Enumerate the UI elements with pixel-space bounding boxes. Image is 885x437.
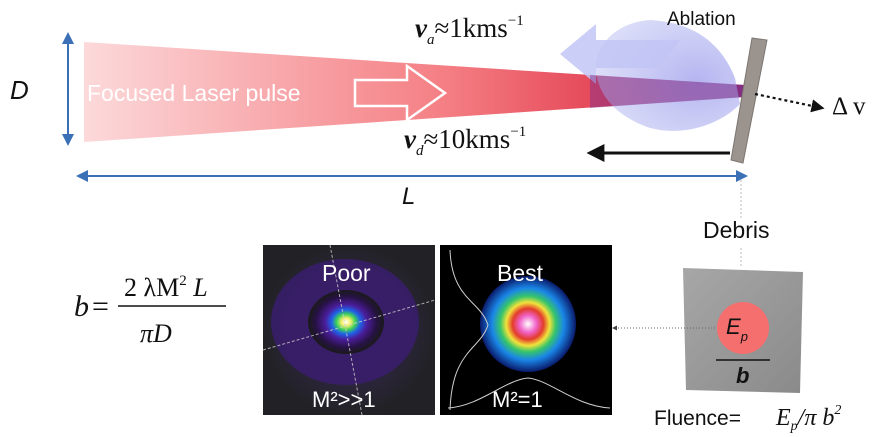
d-label: D	[10, 75, 29, 105]
poor-m2-label: M²>>1	[312, 387, 376, 412]
va-equation: va≈1kms−1	[415, 13, 524, 48]
best-beam-image: Best M²=1	[440, 245, 612, 415]
laser-spot	[717, 302, 769, 354]
beam-direction-arrow	[353, 63, 448, 123]
poor-beam-image: Poor M²>>1	[262, 244, 436, 416]
beam-core	[590, 75, 745, 108]
fluence-prefix: Fluence=	[654, 407, 741, 430]
fluence-formula: Ep/π b2	[775, 403, 841, 434]
beam-label: Focused Laser pulse	[87, 80, 301, 106]
laser-beam	[84, 42, 745, 142]
l-label: L	[402, 183, 415, 210]
poor-label: Poor	[322, 260, 371, 286]
best-label: Best	[497, 260, 544, 286]
b-denominator: πD	[140, 319, 172, 348]
delta-v-label: Δ v	[832, 93, 866, 120]
b-numerator: 2 λM2 L	[124, 273, 208, 302]
plume-arrow	[560, 24, 680, 84]
target-plate	[730, 37, 768, 164]
vd-equation: vd≈10kms−1	[404, 124, 526, 159]
spot-energy: Ep	[726, 314, 748, 344]
ablation-plume	[595, 20, 740, 131]
ablation-label: Ablation	[667, 9, 736, 30]
best-m2-label: M²=1	[492, 387, 543, 412]
b-lhs: b =	[74, 290, 109, 323]
delta-v-arrow	[754, 92, 825, 113]
target-box: Ep b	[683, 268, 803, 393]
spot-size: b	[736, 363, 749, 388]
debris-label: Debris	[703, 217, 769, 243]
